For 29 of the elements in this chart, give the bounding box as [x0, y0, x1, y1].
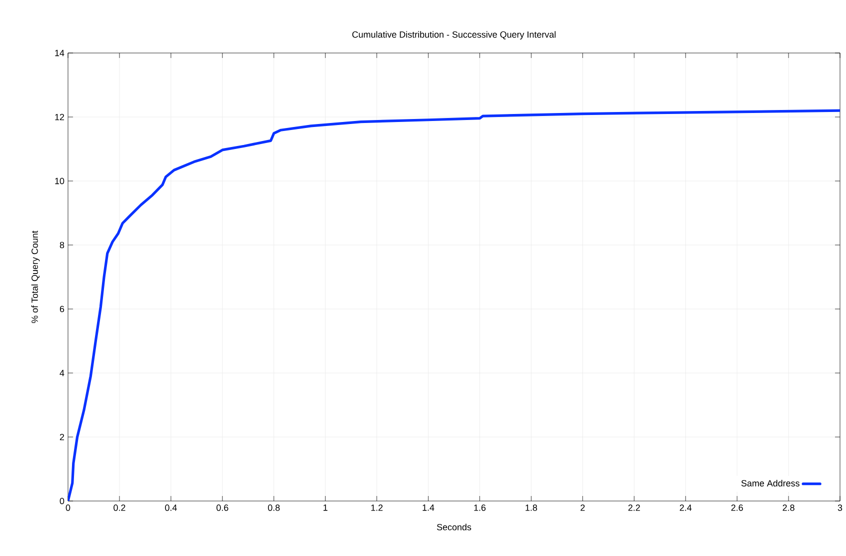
y-tick-label: 10: [55, 178, 64, 184]
x-tick-label: 1.4: [422, 504, 434, 511]
x-tick-label: 2.2: [628, 504, 640, 511]
y-tick-label: 12: [55, 114, 64, 120]
y-tick-label: 8: [60, 242, 64, 248]
x-axis-title: Seconds: [436, 524, 472, 530]
x-tick-label: 2: [580, 504, 585, 511]
x-tick-label: 0.8: [268, 504, 280, 511]
legend-label: Same Address: [741, 480, 800, 486]
x-tick-label: 1: [324, 504, 328, 511]
y-tick-label: 14: [55, 50, 64, 56]
x-tick-label: 1.2: [371, 504, 383, 511]
chart-title: Cumulative Distribution - Successive Query Interval: [352, 31, 556, 40]
x-tick-label: 0.2: [114, 504, 126, 511]
x-tick-label: 2.4: [680, 504, 692, 511]
x-tick-label: 0: [66, 504, 70, 511]
y-tick-label: 2: [60, 434, 64, 440]
x-tick-label: 2.8: [782, 504, 794, 511]
y-axis-title: % of Total Query Count: [31, 230, 40, 324]
x-tick-label: 0.6: [216, 504, 228, 511]
x-tick-label: 0.4: [165, 504, 177, 511]
y-tick-label: 0: [60, 498, 64, 504]
x-tick-label: 1.6: [474, 504, 486, 511]
y-tick-label: 4: [60, 370, 64, 376]
x-tick-label: 2.6: [731, 504, 743, 511]
y-tick-label: 6: [60, 306, 64, 312]
x-tick-label: 3: [838, 504, 842, 511]
line-series: [68, 109, 840, 501]
x-tick-label: 1.8: [526, 504, 538, 511]
